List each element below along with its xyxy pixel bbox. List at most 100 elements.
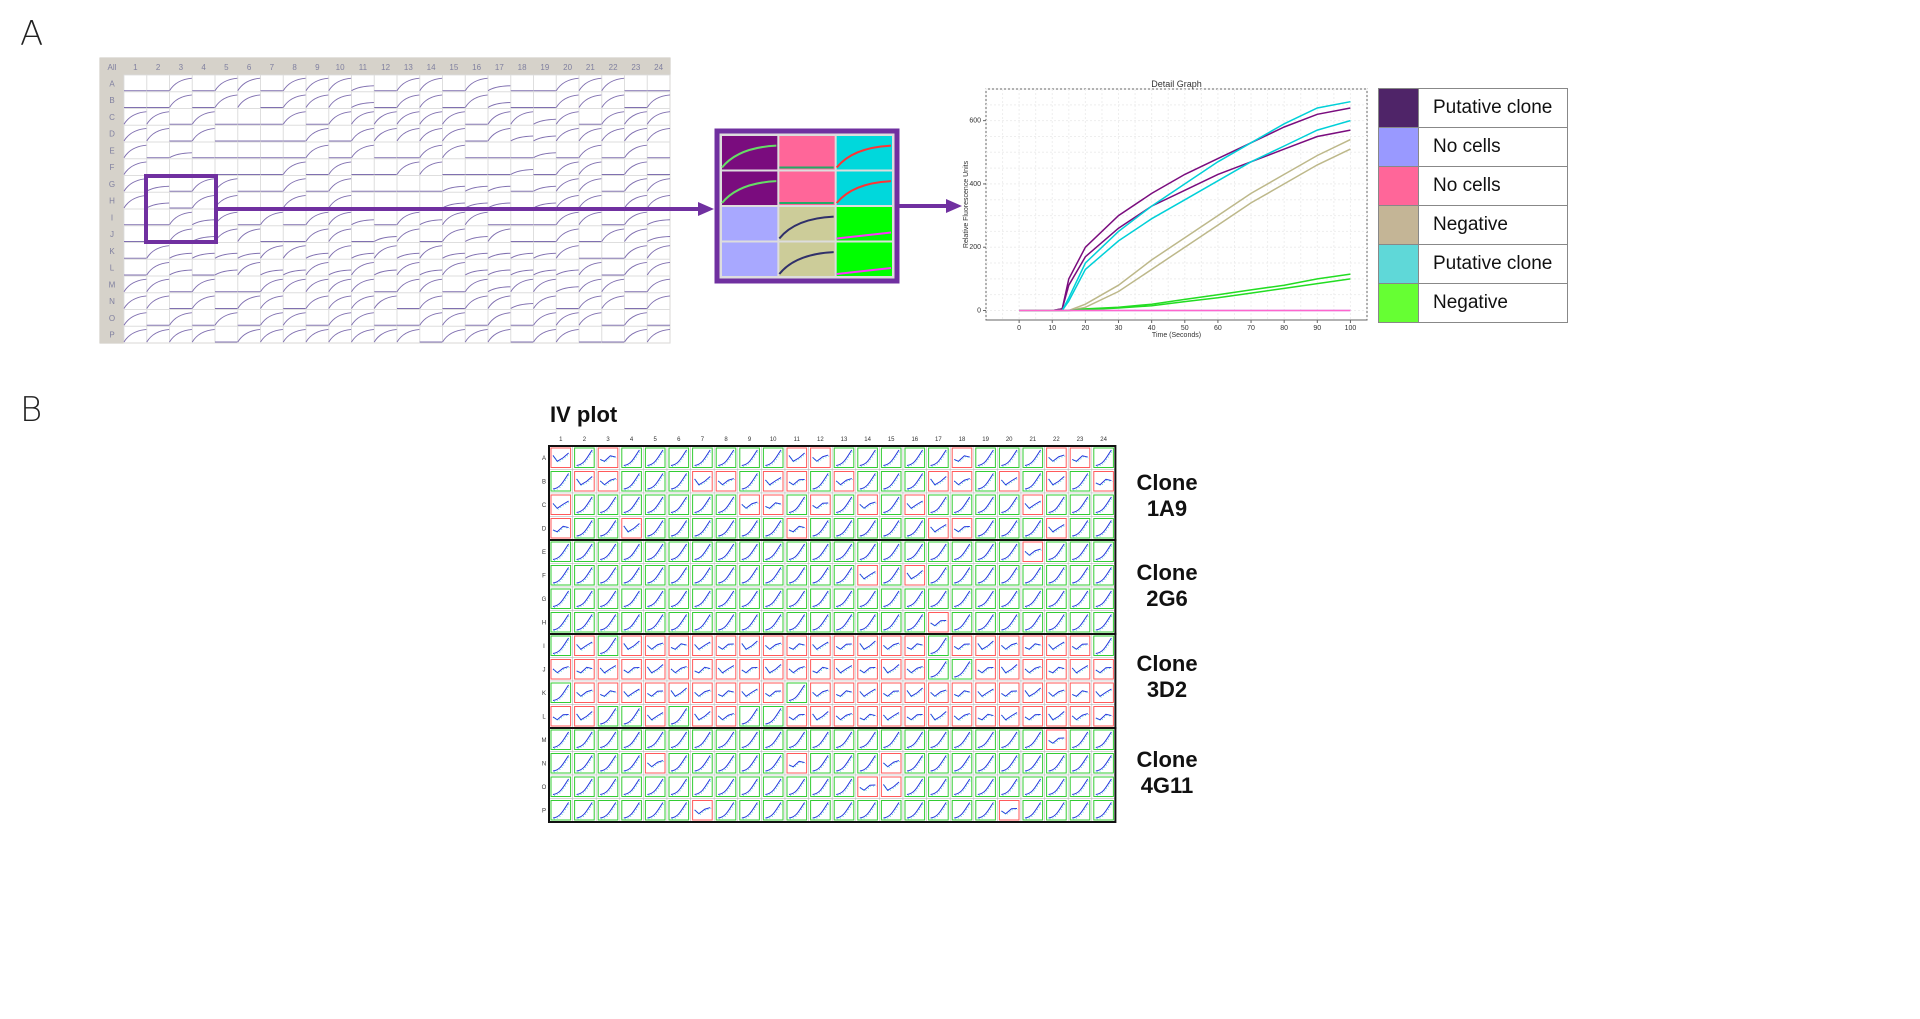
iv-trace (1001, 808, 1018, 815)
plate-well (646, 325, 671, 344)
iv-trace (741, 731, 758, 748)
well-trace (442, 228, 466, 242)
plate-column-label: 14 (427, 63, 436, 72)
well-trace (260, 245, 284, 259)
iv-trace (717, 713, 734, 721)
iv-trace (1048, 689, 1065, 697)
iv-well (666, 563, 691, 588)
iv-trace-secondary (624, 524, 641, 534)
iv-trace (718, 778, 735, 795)
iv-well (1044, 633, 1069, 658)
iv-trace (576, 476, 593, 486)
iv-well (666, 657, 691, 682)
well-trace (555, 77, 580, 92)
iv-trace-secondary (648, 761, 665, 769)
iv-well-status-box (951, 518, 973, 539)
iv-well-status-box (880, 541, 902, 562)
iv-well-status-box (928, 518, 949, 539)
iv-column-label: 2 (583, 437, 587, 443)
iv-well-status-box (880, 753, 902, 774)
iv-well (1020, 586, 1045, 611)
iv-well-status-box (550, 682, 572, 703)
iv-well (808, 469, 833, 494)
iv-column-label: 20 (1006, 437, 1013, 443)
iv-column-label: 16 (911, 437, 918, 443)
iv-well-status-box (975, 659, 996, 680)
iv-well (548, 657, 573, 682)
iv-trace-secondary (907, 688, 924, 698)
iv-well (737, 727, 762, 752)
iv-well (690, 539, 715, 564)
iv-trace (1048, 755, 1065, 772)
iv-trace (576, 802, 593, 819)
iv-trace (576, 731, 593, 748)
iv-trace (623, 590, 640, 607)
iv-well (949, 774, 975, 799)
iv-well-status-box (928, 494, 949, 515)
iv-trace (1072, 520, 1089, 537)
iv-well (619, 492, 644, 517)
iv-trace (599, 690, 616, 697)
well-trace (282, 269, 307, 276)
iv-well-status-box (951, 541, 973, 562)
plate-column-header (100, 58, 670, 75)
iv-well-status-box (715, 612, 737, 633)
iv-trace (623, 473, 640, 490)
iv-trace (930, 449, 947, 466)
iv-well (761, 539, 786, 564)
iv-trace (694, 755, 711, 772)
iv-well (643, 727, 668, 752)
iv-trace (788, 567, 806, 584)
iv-well (690, 445, 715, 470)
iv-trace-secondary (718, 479, 735, 487)
iv-well-status-box (644, 471, 666, 492)
iv-trace (623, 688, 640, 697)
iv-trace (883, 543, 900, 560)
iv-well-status-box (597, 612, 619, 633)
iv-trace (930, 637, 947, 654)
iv-trace (765, 778, 782, 795)
iv-trace (552, 778, 570, 795)
iv-trace (977, 640, 994, 650)
iv-trace (812, 502, 829, 509)
iv-trace (1072, 755, 1089, 772)
well-trace (646, 278, 671, 293)
iv-trace (718, 802, 735, 819)
iv-column-label: 17 (935, 437, 942, 443)
iv-trace (741, 708, 758, 725)
iv-trace (977, 520, 994, 537)
iv-trace (717, 690, 734, 697)
legend-swatch (1379, 284, 1419, 322)
iv-row-label: P (542, 808, 546, 814)
well-trace (305, 211, 329, 226)
iv-column-label: 12 (817, 437, 824, 443)
iv-trace (646, 664, 664, 674)
iv-well-status-box (574, 541, 595, 562)
well-trace (305, 252, 329, 259)
iv-trace (717, 643, 734, 650)
iv-trace (600, 802, 617, 819)
iv-well-status-box (668, 494, 690, 515)
iv-well (831, 727, 857, 752)
zoom-well-trace (721, 144, 777, 169)
iv-well-status-box (597, 635, 619, 656)
iv-well-status-box (762, 659, 784, 680)
well-trace (351, 328, 375, 343)
well-trace (555, 269, 580, 276)
iv-trace-secondary (1049, 667, 1066, 675)
iv-well-status-box (574, 800, 595, 821)
well-trace (396, 328, 420, 343)
well-trace (442, 312, 466, 326)
iv-trace (647, 590, 664, 607)
iv-well-status-box (1069, 565, 1091, 586)
iv-trace (741, 567, 758, 584)
iv-trace-secondary (907, 501, 924, 510)
iv-well (1020, 727, 1045, 752)
iv-trace (954, 590, 971, 607)
iv-well (737, 469, 762, 494)
legend-item: Negative (1379, 206, 1567, 245)
well-trace (646, 295, 671, 309)
well-trace (351, 278, 375, 293)
iv-trace (836, 755, 853, 772)
iv-trace-secondary (648, 713, 665, 722)
